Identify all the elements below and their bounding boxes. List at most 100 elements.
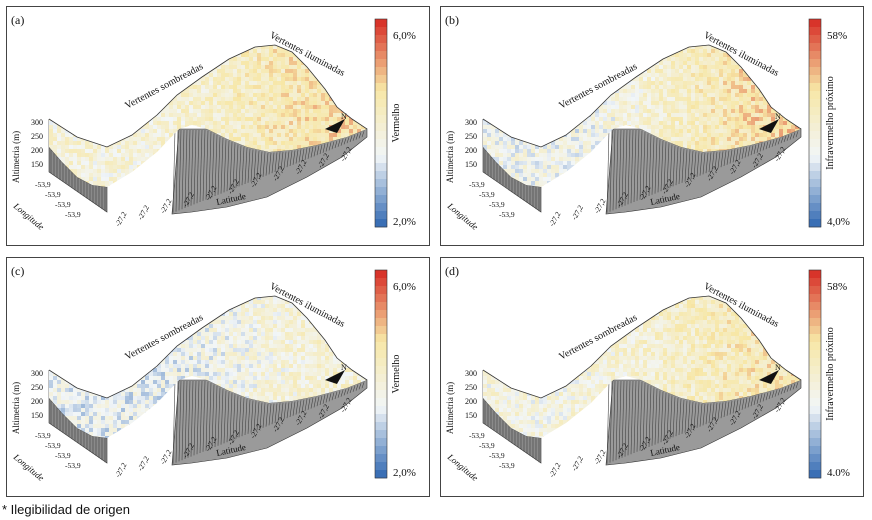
surface-cell [703,105,708,110]
surface-cell [527,73,532,78]
surface-cell [539,101,544,106]
surface-cell [671,129,676,134]
surface-cell [539,73,544,78]
surface-cell [345,185,350,187]
surface-cell [747,45,752,50]
surface-cell [105,85,110,90]
surface-cell [229,81,234,86]
surface-cell [503,109,508,114]
surface-cell [723,85,728,90]
surface-cell [611,85,616,90]
surface-cell [353,65,358,70]
surface-cell [57,109,62,114]
surface-cell [731,97,736,102]
surface-cell [687,113,692,118]
surface-cell [289,65,294,70]
surface-cell [101,145,106,150]
surface-cell [125,81,130,86]
hatch-line [289,150,293,167]
surface-cell [353,57,358,62]
surface-cell [305,85,310,90]
surface-cell [515,129,520,134]
hatch-line [648,134,652,197]
surface-cell [229,45,234,50]
surface-cell [233,61,238,66]
surface-cell [337,97,342,102]
hatch-line [226,140,230,192]
surface-cell [309,89,314,94]
surface-cell [85,121,90,126]
surface-cell [671,109,676,114]
surface-cell [619,45,624,50]
surface-cell [177,101,182,106]
surface-cell [345,105,350,110]
surface-cell [325,109,330,114]
surface-cell [277,133,282,138]
surface-cell [281,85,286,90]
surface-cell [85,165,90,170]
surface-cell [189,85,194,90]
surface-cell [77,97,82,102]
surface-cell [165,129,170,134]
surface-cell [165,73,170,78]
surface-cell [169,169,174,174]
surface-cell [791,73,796,78]
surface-cell [735,113,740,118]
surface-cell [531,57,536,62]
surface-cell [277,97,282,102]
surface-cell [173,117,178,122]
surface-cell [567,117,572,122]
surface-cell [515,53,520,58]
surface-cell [603,49,608,54]
surface-cell [149,53,154,58]
surface-cell [137,85,142,90]
surface-cell [771,117,776,122]
surface-cell [727,73,732,78]
surface-cell [69,149,74,154]
surface-cell [365,89,367,94]
surface-cell [607,113,612,118]
surface-cell [591,113,596,118]
surface-cell [337,45,342,50]
surface-cell [341,61,346,66]
surface-cell [313,101,318,106]
surface-cell [739,61,744,66]
surface-cell [795,85,800,90]
surface-cell [523,73,528,78]
surface-cell [233,93,238,98]
surface-cell [783,125,788,130]
surface-cell [241,85,246,90]
surface-cell [245,73,250,78]
surface-cell [113,73,118,78]
hatch-line [735,148,739,162]
surface-cell [61,49,66,54]
surface-cell [49,113,54,118]
surface-cell [161,181,166,186]
surface-cell [201,105,206,110]
surface-cell [89,169,94,174]
surface-cell [523,113,528,118]
surface-cell [575,105,580,110]
surface-cell [345,61,350,66]
surface-cell [205,121,210,126]
surface-cell [281,89,286,94]
surface-cell [357,181,362,186]
surface-cell [795,77,800,82]
surface-cell [499,93,504,98]
surface-cell [229,101,234,106]
surface-cell [101,69,106,74]
surface-cell [535,89,540,94]
surface-cell [49,69,54,74]
surface-cell [555,65,560,70]
hatch-line [783,135,787,143]
surface-cell [353,61,358,66]
hatch-line [328,142,332,151]
surface-cell [61,153,66,158]
surface-cell [105,157,110,162]
surface-cell [647,45,652,50]
surface-cell [695,85,700,90]
surface-cell [727,81,732,86]
hatch-line [756,143,760,153]
surface-cell [687,73,692,78]
surface-cell [293,97,298,102]
